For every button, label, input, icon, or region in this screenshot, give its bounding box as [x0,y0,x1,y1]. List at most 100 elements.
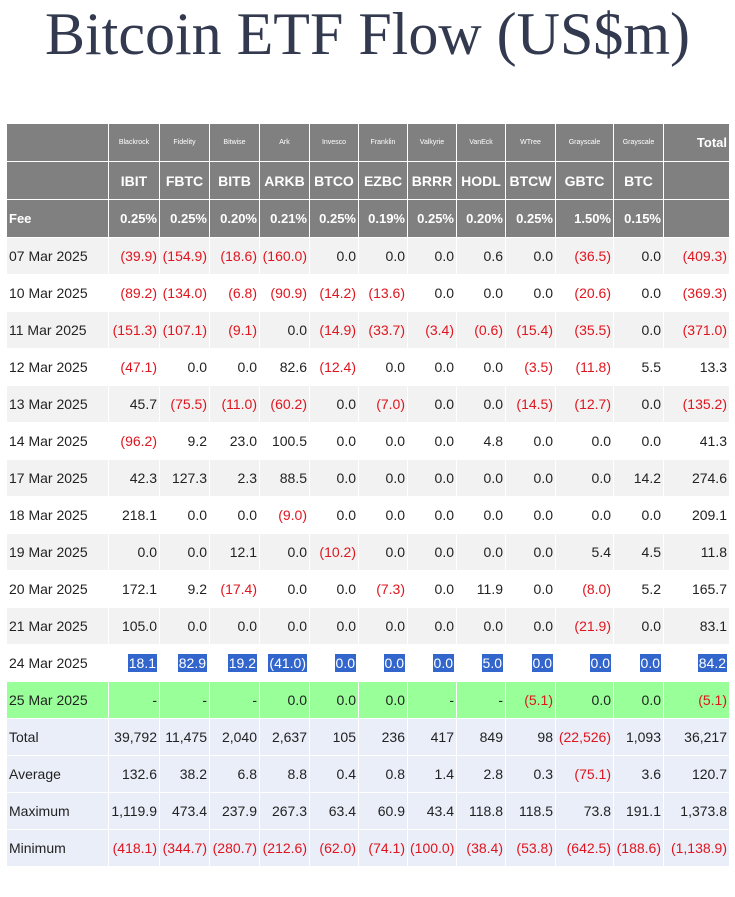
flow-value: 0.0 [505,533,556,571]
highlight: 0.0 [334,654,356,672]
flow-value: (11.8) [555,348,614,386]
flow-value: 0.0 [407,607,457,645]
flow-value: 82.6 [259,348,310,386]
summary-label: Average [6,755,109,793]
summary-value: 3.6 [613,755,664,793]
flow-value: 172.1 [108,570,160,608]
flow-value: 0.0 [209,348,260,386]
flow-value: - [159,681,210,719]
flow-value: 0.0 [309,496,359,534]
summary-value: (53.8) [505,829,556,867]
flow-value: 0.0 [259,681,310,719]
flow-value: 0.0 [259,570,310,608]
summary-value: 1.4 [407,755,457,793]
date: 17 Mar 2025 [6,459,109,497]
flow-value: 11.8 [663,533,730,571]
summary-value: 2.8 [456,755,506,793]
summary-value: (1,138.9) [663,829,730,867]
issuer: Valkyrie [407,123,457,162]
flow-value: 0.0 [259,607,310,645]
flow-value: 0.0 [456,348,506,386]
flow-value: 0.0 [159,348,210,386]
summary-value: 849 [456,718,506,756]
flow-value: - [407,681,457,719]
flow-value: (75.5) [159,385,210,423]
flow-value: (6.8) [209,274,260,312]
flow-row: 14 Mar 2025 (96.2) 9.2 23.0 100.5 0.0 0.0 0.0 4.… [6,422,730,460]
summary-value: 38.2 [159,755,210,793]
date: 10 Mar 2025 [6,274,109,312]
flow-value: (9.0) [259,496,310,534]
issuer: Blackrock [108,123,160,162]
flow-row: 10 Mar 2025 (89.2) (134.0) (6.8) (90.9) (14.2… [6,274,730,312]
flow-value: 0.0 [358,607,408,645]
flow-value: 5.5 [613,348,664,386]
flow-value: 0.0 [613,422,664,460]
flow-value: (154.9) [159,237,210,275]
summary-value: 236 [358,718,408,756]
highlight: 5.0 [481,654,503,672]
flow-value: 41.3 [663,422,730,460]
flow-value: 0.0 [407,533,457,571]
flow-value: (371.0) [663,311,730,349]
ticker-row: IBIT FBTC BITB ARKB BTCO EZBC BRRR HODL BTCW GBTC… [6,161,730,200]
summary-value: 73.8 [555,792,614,830]
summary-value: 417 [407,718,457,756]
flow-value: (14.9) [309,311,359,349]
flow-value: (12.7) [555,385,614,423]
flow-value: 0.0 [309,644,359,682]
flow-value: 0.0 [613,681,664,719]
issuer: Grayscale [613,123,664,162]
flow-value: (7.3) [358,570,408,608]
flow-value: (33.7) [358,311,408,349]
flow-value: (10.2) [309,533,359,571]
highlight: (41.0) [268,654,307,672]
issuer: Franklin [358,123,408,162]
flow-value: 2.3 [209,459,260,497]
summary-value: 98 [505,718,556,756]
fee: 0.25% [407,199,457,238]
ticker: ARKB [259,161,310,200]
flow-value: (41.0) [259,644,310,682]
flow-value: 18.1 [108,644,160,682]
flow-value: 0.0 [159,533,210,571]
flow-value: 0.0 [259,533,310,571]
date: 13 Mar 2025 [6,385,109,423]
date: 24 Mar 2025 [6,644,109,682]
date: 12 Mar 2025 [6,348,109,386]
ticker: GBTC [555,161,614,200]
fee: 0.19% [358,199,408,238]
summary-value: 191.1 [613,792,664,830]
summary-value: (74.1) [358,829,408,867]
flow-value: 165.7 [663,570,730,608]
flow-value: 0.0 [108,533,160,571]
flow-row: 17 Mar 2025 42.3 127.3 2.3 88.5 0.0 0.0 0.0 0.0 0… [6,459,730,497]
flow-value: 12.1 [209,533,260,571]
flow-value: (160.0) [259,237,310,275]
table-body: Blackrock Fidelity Bitwise Ark Invesco Frankl… [6,123,730,867]
summary-value: 2,040 [209,718,260,756]
flow-value: 11.9 [456,570,506,608]
flow-value: 0.0 [456,459,506,497]
highlight: 0.0 [531,654,553,672]
flow-row: 11 Mar 2025 (151.3) (107.1) (9.1) 0.0 (14.9)(… [6,311,730,349]
flow-value: 0.0 [358,496,408,534]
date: 11 Mar 2025 [6,311,109,349]
flow-value: (89.2) [108,274,160,312]
flow-value: 9.2 [159,422,210,460]
flow-value: 0.0 [358,237,408,275]
header-blank [6,161,109,200]
total-header: Total [663,123,730,162]
flow-value: 0.0 [613,274,664,312]
fee: 0.25% [309,199,359,238]
highlight: 84.2 [697,654,727,672]
flow-value: 23.0 [209,422,260,460]
flow-value: 209.1 [663,496,730,534]
summary-value: (38.4) [456,829,506,867]
summary-value: 60.9 [358,792,408,830]
flow-value: (36.5) [555,237,614,275]
issuer: Fidelity [159,123,210,162]
summary-value: (188.6) [613,829,664,867]
flow-value: 0.0 [456,607,506,645]
